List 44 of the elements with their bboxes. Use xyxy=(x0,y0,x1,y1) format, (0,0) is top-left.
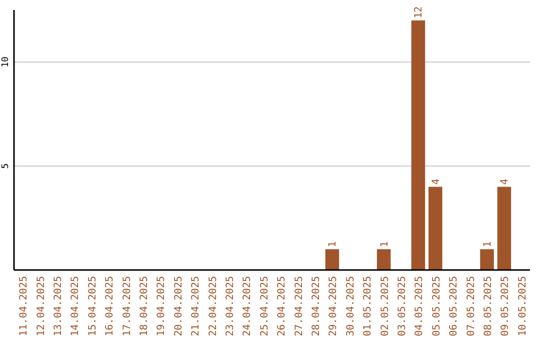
x-tick-label: 30.04.2025 xyxy=(345,276,356,336)
bar xyxy=(497,186,512,270)
x-tick-label: 21.04.2025 xyxy=(190,276,202,336)
x-tick-label: 03.05.2025 xyxy=(397,276,408,336)
x-tick-label: 08.05.2025 xyxy=(483,276,494,336)
x-tick-label: 10.05.2025 xyxy=(517,276,528,336)
x-tick-label: 06.05.2025 xyxy=(448,276,460,336)
x-tick-label: 26.04.2025 xyxy=(276,276,288,336)
x-tick-label: 04.05.2025 xyxy=(414,276,426,336)
bar xyxy=(428,186,442,270)
y-tick-label: 5 xyxy=(1,163,11,169)
x-tick-label: 05.05.2025 xyxy=(431,276,442,336)
x-tick-label: 25.04.2025 xyxy=(259,276,270,336)
x-tick-label: 17.04.2025 xyxy=(122,276,133,336)
x-tick-label: 07.05.2025 xyxy=(466,276,477,336)
x-tick-label: 15.04.2025 xyxy=(87,276,98,336)
x-tick-label: 22.04.2025 xyxy=(208,276,219,336)
x-tick-label: 13.04.2025 xyxy=(53,276,64,336)
x-tick-label: 09.05.2025 xyxy=(500,276,512,336)
data-label: 4 xyxy=(500,178,511,185)
x-tick-label: 24.04.2025 xyxy=(242,276,254,336)
x-tick-label: 20.04.2025 xyxy=(173,276,184,336)
data-label: 1 xyxy=(379,241,390,248)
bar xyxy=(376,249,391,270)
x-tick-label: 02.05.2025 xyxy=(380,276,391,336)
x-tick-label: 19.04.2025 xyxy=(156,276,168,336)
data-label: 1 xyxy=(482,241,494,248)
data-label: 1 xyxy=(328,241,339,248)
x-tick-label: 18.04.2025 xyxy=(139,276,150,336)
x-tick-label: 11.04.2025 xyxy=(18,276,30,336)
y-tick-label: 10 xyxy=(1,56,11,68)
data-label: 4 xyxy=(430,178,442,185)
x-tick-label: 23.04.2025 xyxy=(225,276,236,336)
bar xyxy=(480,249,494,270)
bar xyxy=(411,20,426,270)
data-label: 12 xyxy=(414,6,425,18)
x-tick-label: 27.04.2025 xyxy=(294,276,305,336)
bar xyxy=(325,249,340,270)
x-tick-label: 16.04.2025 xyxy=(104,276,116,336)
x-tick-label: 29.04.2025 xyxy=(328,276,340,336)
x-tick-label: 14.04.2025 xyxy=(70,276,82,336)
x-tick-label: 28.04.2025 xyxy=(311,276,322,336)
x-tick-label: 01.05.2025 xyxy=(362,276,374,336)
x-tick-label: 12.04.2025 xyxy=(36,276,47,336)
